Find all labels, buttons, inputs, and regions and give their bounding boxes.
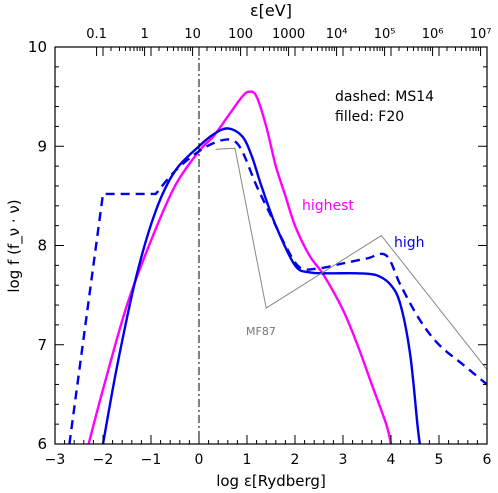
y-tick-label: 10 [28, 38, 47, 56]
x-tick-label: −2 [93, 452, 114, 468]
x-tick-label: 6 [483, 452, 492, 468]
x-tick-label: −1 [141, 452, 162, 468]
series-line-mf87 [215, 147, 487, 370]
y-tick-label: 8 [37, 237, 47, 255]
top-tick-label: 1 [140, 27, 148, 42]
legend-line-1: dashed: MS14 [335, 89, 434, 105]
label-high: high [394, 235, 425, 251]
series-line-high [101, 127, 421, 444]
axes-group: −3 −2 −1 0 1 2 3 4 5 6 6 7 8 9 10 0.1 1 10 100 1000 10⁴ 10⁵ 10… [28, 27, 492, 468]
series-group [68, 90, 487, 444]
x-tick-label: 0 [195, 452, 204, 468]
x-axis-label: log ε[Rydberg] [216, 472, 326, 490]
y-tick-label: 7 [37, 336, 47, 354]
x-tick-label: 4 [387, 452, 396, 468]
x-tick-label: −3 [45, 452, 66, 468]
x-tick-label: 1 [243, 452, 252, 468]
x-tick-label: 3 [339, 452, 348, 468]
label-highest: highest [302, 198, 354, 214]
top-tick-label: 10⁷ [470, 27, 492, 42]
y-tick-label: 9 [37, 137, 47, 155]
top-tick-label: 1000 [272, 27, 305, 42]
series-line-highest [87, 90, 393, 444]
top-axis-label: ε[eV] [250, 1, 292, 20]
y-tick-label: 6 [37, 435, 47, 453]
top-tick-label: 100 [228, 27, 253, 42]
label-mf87: MF87 [246, 325, 276, 338]
top-tick-label: 10⁶ [422, 27, 444, 42]
top-tick-label: 10 [184, 27, 201, 42]
series-line-ms14 [68, 138, 487, 444]
legend-line-2: filled: F20 [335, 109, 404, 125]
top-tick-label: 10⁴ [326, 27, 348, 42]
x-tick-label: 5 [435, 452, 444, 468]
y-axis-label: log f (f_ν · ν) [5, 199, 24, 292]
top-tick-label: 10⁵ [374, 27, 396, 42]
top-tick-label: 0.1 [86, 27, 107, 42]
x-tick-label: 2 [291, 452, 300, 468]
